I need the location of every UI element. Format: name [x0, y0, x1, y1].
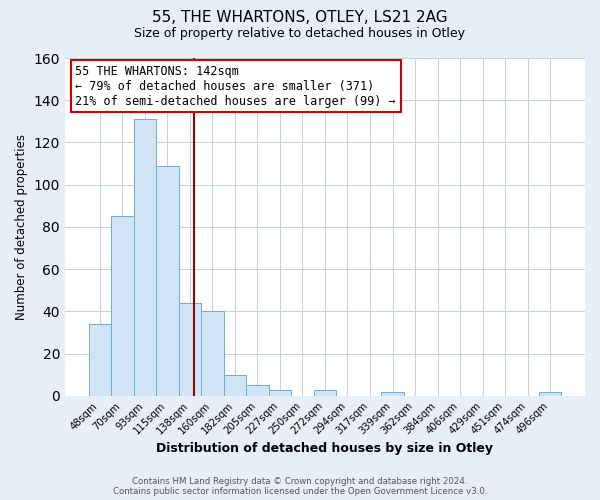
Bar: [156, 166, 179, 396]
Bar: [134, 120, 156, 396]
Bar: [539, 392, 562, 396]
X-axis label: Distribution of detached houses by size in Otley: Distribution of detached houses by size …: [157, 442, 493, 455]
Bar: [269, 390, 291, 396]
Text: Contains HM Land Registry data © Crown copyright and database right 2024.: Contains HM Land Registry data © Crown c…: [132, 477, 468, 486]
Bar: [111, 216, 134, 396]
Bar: [89, 324, 111, 396]
Bar: [179, 303, 201, 396]
Bar: [201, 312, 224, 396]
Bar: [381, 392, 404, 396]
Y-axis label: Number of detached properties: Number of detached properties: [15, 134, 28, 320]
Text: Contains public sector information licensed under the Open Government Licence v3: Contains public sector information licen…: [113, 487, 487, 496]
Text: 55, THE WHARTONS, OTLEY, LS21 2AG: 55, THE WHARTONS, OTLEY, LS21 2AG: [152, 10, 448, 25]
Bar: [224, 375, 246, 396]
Bar: [314, 390, 336, 396]
Text: 55 THE WHARTONS: 142sqm
← 79% of detached houses are smaller (371)
21% of semi-d: 55 THE WHARTONS: 142sqm ← 79% of detache…: [76, 65, 396, 108]
Text: Size of property relative to detached houses in Otley: Size of property relative to detached ho…: [134, 28, 466, 40]
Bar: [246, 386, 269, 396]
